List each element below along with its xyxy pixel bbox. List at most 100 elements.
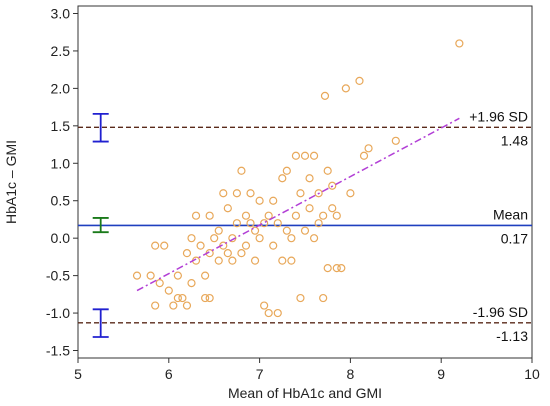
data-point [314, 189, 323, 198]
data-point [296, 293, 305, 303]
lower-loa-value-label: -1.13 [496, 328, 528, 344]
axes: 5 6 7 8 9 10 -1.5 -1.0 -0.5 0.0 0.5 1.0 1.5 2.0 2.5 3.0 [46, 5, 540, 382]
data-point [182, 249, 192, 258]
data-point [319, 293, 328, 303]
data-point [323, 264, 332, 273]
data-point [160, 241, 169, 250]
mean-label: Mean [493, 206, 528, 222]
upper-loa-value-label: 1.48 [501, 132, 528, 148]
data-point [241, 211, 251, 220]
data-point [250, 256, 260, 265]
data-point [223, 204, 232, 213]
data-point [314, 219, 323, 228]
data-point [287, 234, 296, 243]
x-tick-label: 8 [347, 366, 355, 382]
y-axis-title: HbA1c – GMI [3, 140, 19, 224]
data-point [210, 234, 219, 243]
data-point [309, 234, 319, 243]
data-point [237, 166, 246, 175]
data-point [214, 256, 223, 265]
x-tick-label: 7 [256, 366, 264, 382]
data-point [237, 249, 246, 258]
x-tick-label: 6 [165, 366, 173, 382]
data-point [332, 264, 341, 273]
x-tick-label: 5 [74, 366, 82, 382]
data-point [250, 226, 260, 235]
data-point [328, 204, 337, 213]
data-point [305, 174, 314, 183]
data-point [178, 293, 187, 303]
data-point [319, 211, 328, 220]
y-tick-label: 2.0 [51, 80, 71, 96]
data-point [332, 211, 341, 220]
data-point [264, 211, 273, 220]
reference-lines: Mean 0.17 +1.96 SD 1.48 -1.96 SD -1.13 [78, 108, 532, 344]
data-points [132, 39, 464, 318]
y-tick-label: -0.5 [46, 268, 70, 284]
data-point [273, 219, 282, 228]
y-tick-label: 2.5 [51, 43, 71, 59]
data-point [223, 249, 232, 258]
data-point [359, 151, 369, 160]
data-point [132, 271, 142, 280]
regression-line [136, 117, 460, 292]
data-point [219, 189, 228, 198]
x-axis-title: Mean of HbA1c and GMI [228, 385, 382, 401]
data-point [320, 91, 330, 100]
data-point [282, 166, 291, 175]
data-point [260, 219, 269, 228]
data-point [191, 211, 201, 220]
x-tick-label: 10 [524, 366, 540, 382]
data-point [146, 271, 155, 280]
data-point [182, 301, 192, 310]
y-tick-label: 3.0 [51, 5, 71, 21]
data-point [187, 234, 196, 243]
data-point [346, 189, 355, 198]
data-point [309, 151, 319, 160]
data-point [269, 241, 278, 250]
data-point [173, 271, 182, 280]
data-point [232, 219, 241, 228]
data-point [282, 226, 291, 235]
data-point [355, 76, 364, 85]
y-tick-label: 1.0 [51, 155, 71, 171]
y-tick-label: 0.0 [51, 230, 71, 246]
data-point [305, 204, 314, 213]
data-point [296, 189, 305, 198]
data-point [287, 256, 296, 265]
y-tick-label: -1.5 [46, 343, 70, 359]
data-point [364, 144, 373, 153]
data-point [300, 151, 310, 160]
data-point [241, 241, 251, 250]
data-point [228, 256, 237, 265]
y-tick-label: -1.0 [46, 305, 70, 321]
data-point [232, 189, 241, 198]
data-point [323, 166, 332, 175]
x-tick-label: 9 [437, 366, 445, 382]
data-point [214, 226, 223, 235]
data-point [291, 151, 301, 160]
data-point [255, 234, 264, 243]
data-point [328, 181, 337, 190]
y-tick-label: 1.5 [51, 118, 71, 134]
data-point [337, 264, 346, 273]
upper-loa-label: +1.96 SD [469, 108, 528, 124]
data-point [264, 308, 273, 318]
data-point [155, 279, 164, 288]
data-point [278, 174, 287, 183]
data-point [187, 279, 196, 288]
data-point [278, 256, 287, 265]
data-point [151, 241, 160, 250]
data-point [169, 301, 178, 310]
data-point [341, 84, 350, 93]
data-point [391, 136, 400, 145]
data-point [196, 241, 205, 250]
data-point [455, 39, 464, 48]
data-point [246, 189, 255, 198]
data-point [291, 211, 301, 220]
data-point [151, 301, 160, 310]
data-point [205, 211, 214, 220]
data-point [201, 271, 210, 280]
plot-frame [77, 5, 533, 359]
